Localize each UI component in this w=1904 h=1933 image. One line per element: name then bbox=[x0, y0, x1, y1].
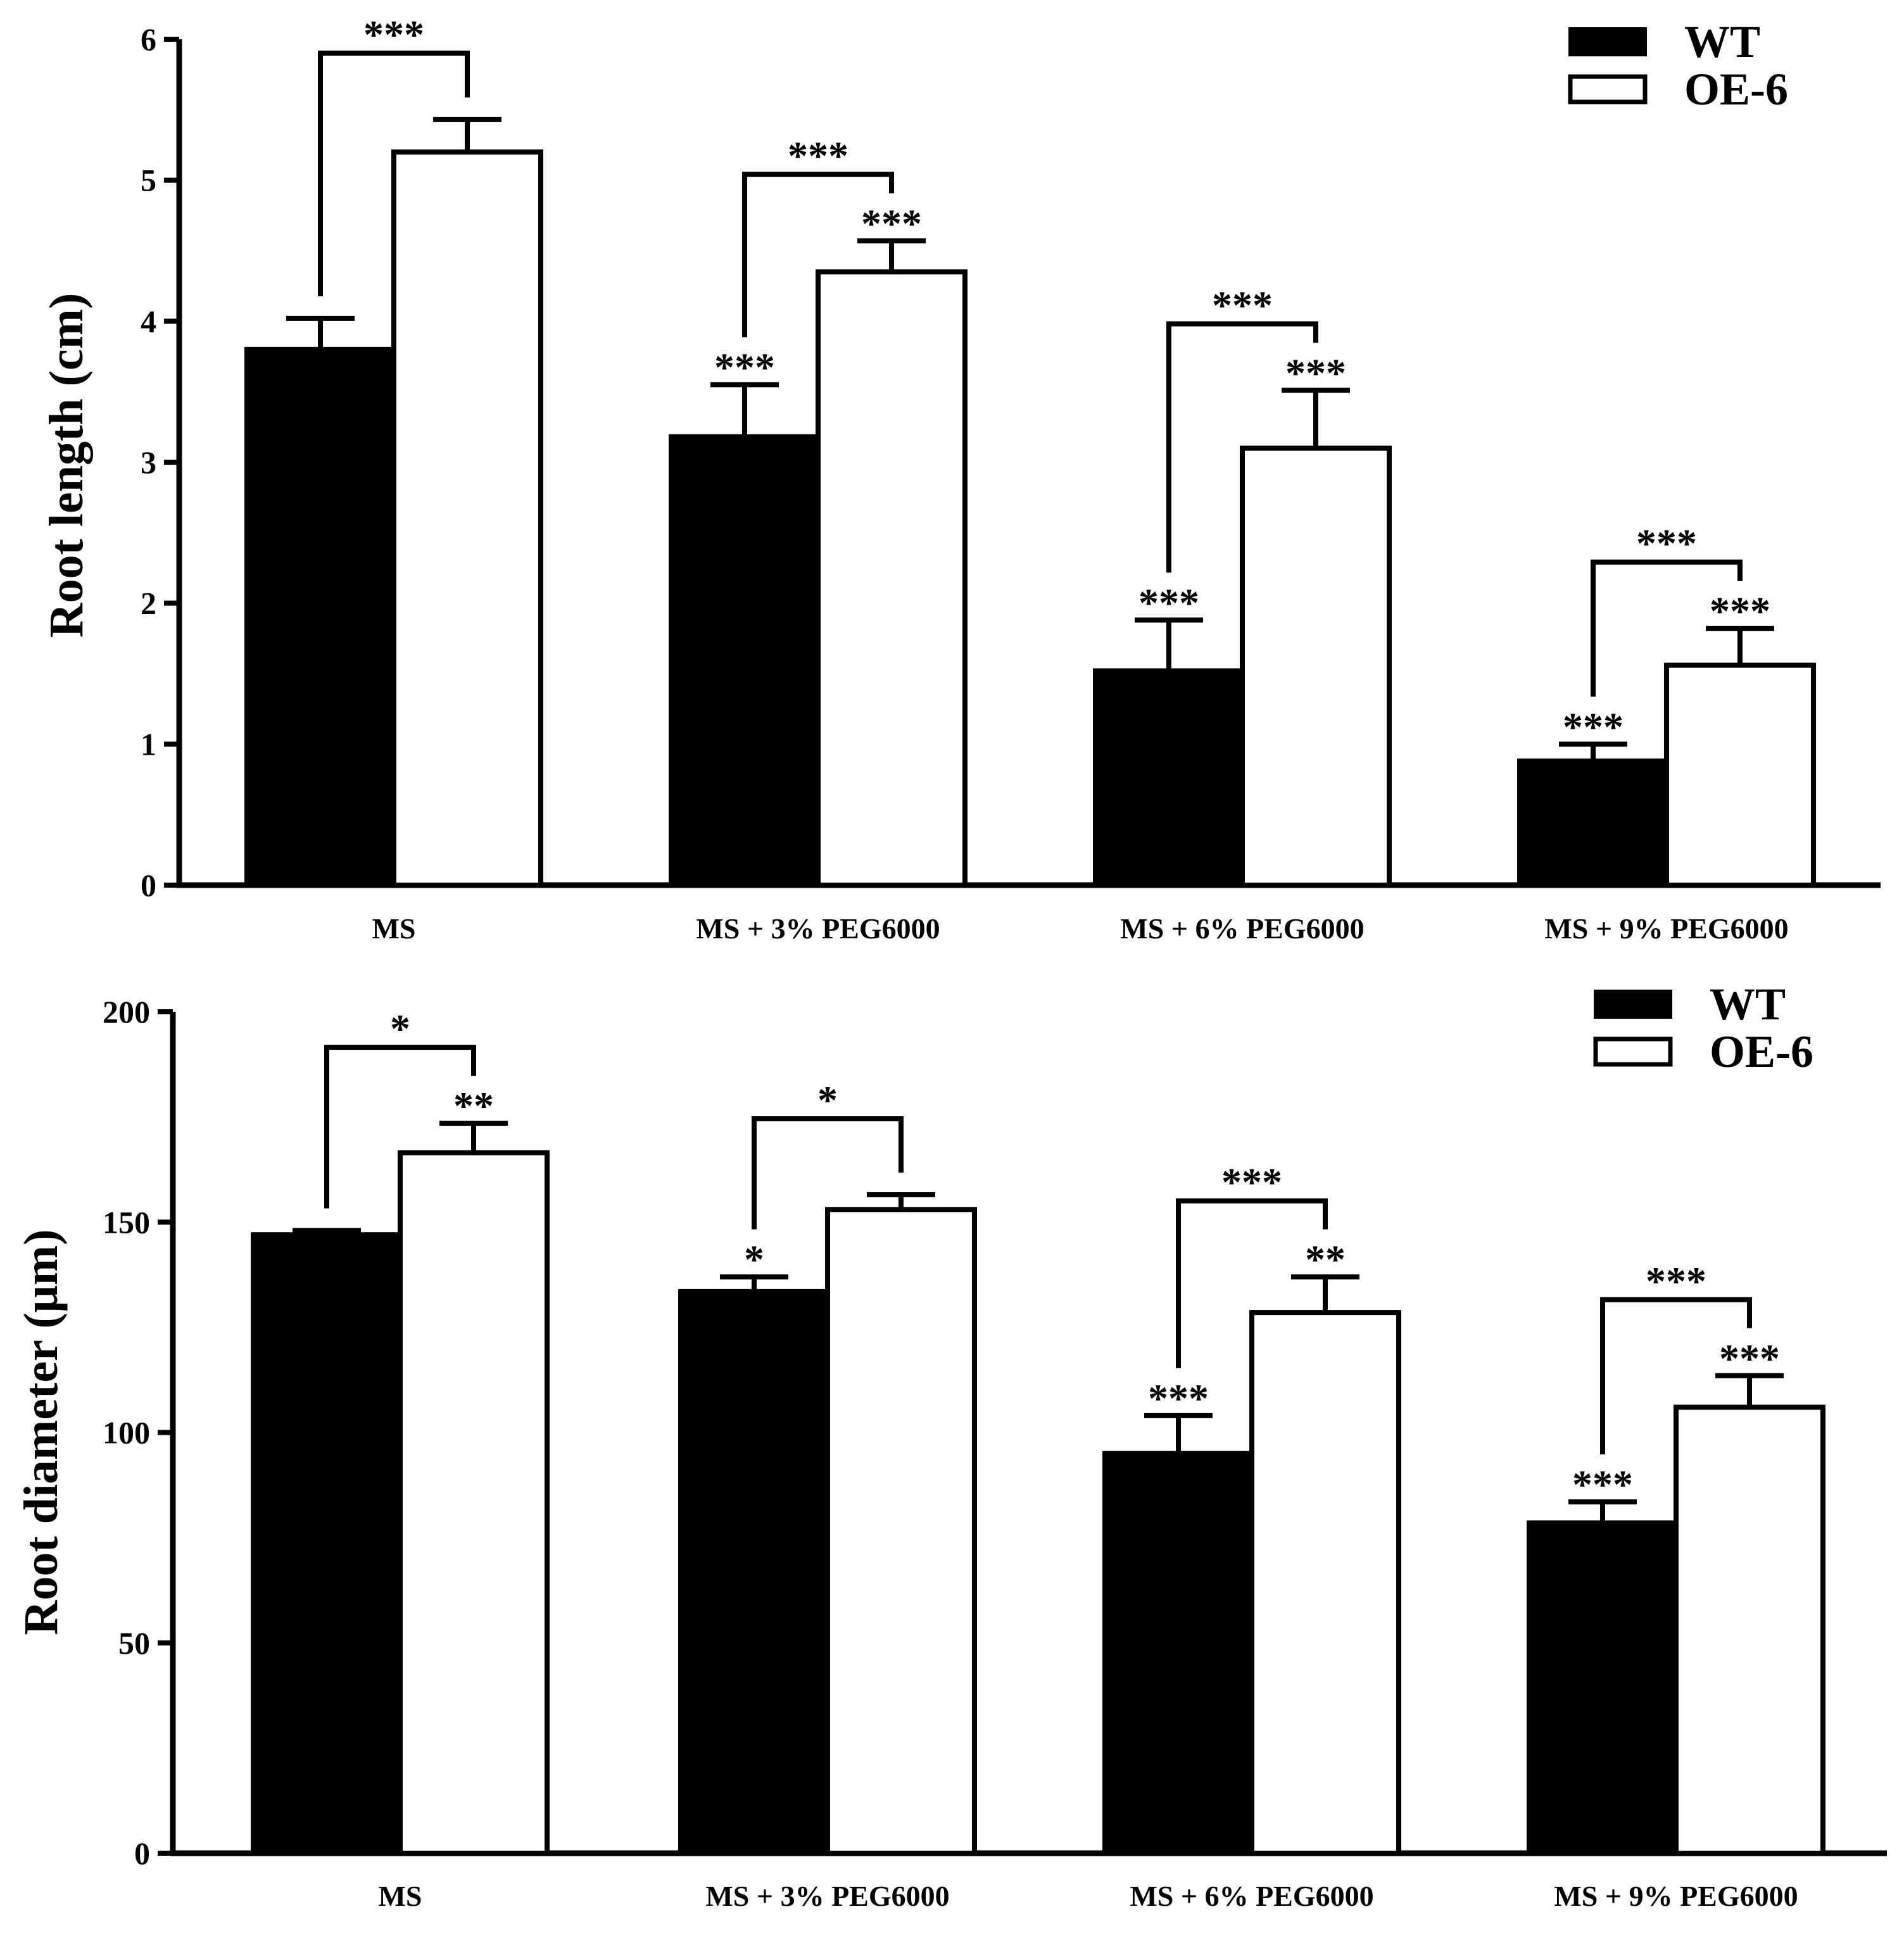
chart-panel-1: 0 1 2 3 4 5 6 Root length (cm) *** MS *** *** *** MS … bbox=[40, 12, 1881, 945]
significance-label: *** bbox=[1285, 350, 1346, 395]
significance-label: ** bbox=[453, 1083, 494, 1128]
comparison-bracket bbox=[1176, 1198, 1328, 1368]
bar-oe6 bbox=[816, 269, 968, 888]
comparison-label: *** bbox=[788, 133, 848, 178]
comparison-bracket bbox=[1166, 321, 1318, 573]
x-category-label: MS bbox=[372, 912, 416, 945]
bar-oe6 bbox=[825, 1207, 977, 1856]
significance-label: *** bbox=[1563, 704, 1623, 749]
comparison-label: *** bbox=[363, 12, 424, 57]
bar-oe6 bbox=[391, 149, 543, 888]
y-tick-label: 1 bbox=[141, 726, 156, 762]
y-tick-label: 4 bbox=[141, 303, 156, 339]
bar-wt bbox=[1093, 668, 1245, 888]
y-tick-label: 150 bbox=[103, 1204, 150, 1240]
bar-wt bbox=[251, 1232, 403, 1856]
comparison-label: * bbox=[390, 1006, 410, 1051]
significance-label: *** bbox=[1572, 1462, 1633, 1507]
y-tick-label: 2 bbox=[141, 586, 156, 621]
y-tick-label: 200 bbox=[103, 994, 150, 1029]
comparison-label: *** bbox=[1636, 521, 1697, 566]
y-tick-label: 0 bbox=[134, 1835, 150, 1871]
x-category-label: MS + 9% PEG6000 bbox=[1544, 912, 1788, 945]
comparison-label: *** bbox=[1646, 1259, 1706, 1304]
x-category-label: MS + 3% PEG6000 bbox=[696, 912, 940, 945]
x-category-label: MS bbox=[379, 1880, 422, 1912]
significance-label: *** bbox=[1719, 1336, 1780, 1381]
bar-wt bbox=[244, 346, 396, 888]
significance-label: *** bbox=[861, 201, 922, 246]
comparison-bracket bbox=[752, 1116, 904, 1230]
x-category-label: MS + 6% PEG6000 bbox=[1130, 1880, 1373, 1912]
significance-label: ** bbox=[1305, 1237, 1346, 1282]
y-axis-label: Root length (cm) bbox=[40, 293, 93, 638]
significance-label: *** bbox=[1138, 580, 1199, 625]
legend-swatch-oe6 bbox=[1568, 74, 1648, 104]
y-tick-label: 100 bbox=[103, 1415, 150, 1451]
legend-swatch-oe6 bbox=[1593, 1036, 1673, 1067]
y-tick-label: 3 bbox=[141, 444, 156, 480]
legend-swatch-wt bbox=[1594, 990, 1672, 1019]
comparison-bracket bbox=[324, 1045, 476, 1209]
significance-label: *** bbox=[1148, 1376, 1209, 1421]
bar-wt bbox=[1102, 1451, 1254, 1856]
y-tick-label: 0 bbox=[141, 867, 156, 903]
bar-oe6 bbox=[398, 1150, 550, 1856]
significance-label: *** bbox=[714, 345, 775, 390]
comparison-bracket bbox=[1600, 1297, 1752, 1455]
significance-label: *** bbox=[1710, 589, 1770, 634]
comparison-label: *** bbox=[1221, 1160, 1282, 1205]
legend-label-wt: WT bbox=[1684, 16, 1760, 67]
bar-oe6 bbox=[1674, 1404, 1825, 1856]
legend-swatch-wt bbox=[1568, 27, 1647, 56]
bar-wt bbox=[669, 434, 821, 888]
comparison-bracket bbox=[318, 50, 470, 296]
comparison-label: *** bbox=[1212, 282, 1273, 327]
bar-wt bbox=[678, 1288, 830, 1856]
x-category-label: MS + 3% PEG6000 bbox=[705, 1880, 949, 1912]
bar-oe6 bbox=[1664, 662, 1816, 888]
legend-label-oe6: OE-6 bbox=[1710, 1026, 1813, 1077]
y-tick-label: 6 bbox=[141, 22, 156, 57]
bar-wt bbox=[1517, 759, 1669, 888]
comparison-bracket bbox=[1591, 559, 1743, 697]
bar-oe6 bbox=[1240, 445, 1392, 888]
x-category-label: MS + 6% PEG6000 bbox=[1120, 912, 1364, 945]
legend-label-oe6: OE-6 bbox=[1684, 64, 1788, 115]
y-axis-label: Root diameter (μm) bbox=[15, 1229, 68, 1635]
bar-wt bbox=[1527, 1520, 1679, 1856]
significance-label: * bbox=[744, 1237, 764, 1282]
x-category-label: MS + 9% PEG6000 bbox=[1554, 1880, 1798, 1912]
comparison-bracket bbox=[742, 172, 894, 337]
legend-label-wt: WT bbox=[1710, 979, 1786, 1029]
bar-oe6 bbox=[1249, 1310, 1401, 1856]
y-tick-label: 5 bbox=[141, 163, 156, 198]
y-tick-label: 50 bbox=[118, 1625, 150, 1661]
comparison-label: * bbox=[817, 1078, 838, 1123]
